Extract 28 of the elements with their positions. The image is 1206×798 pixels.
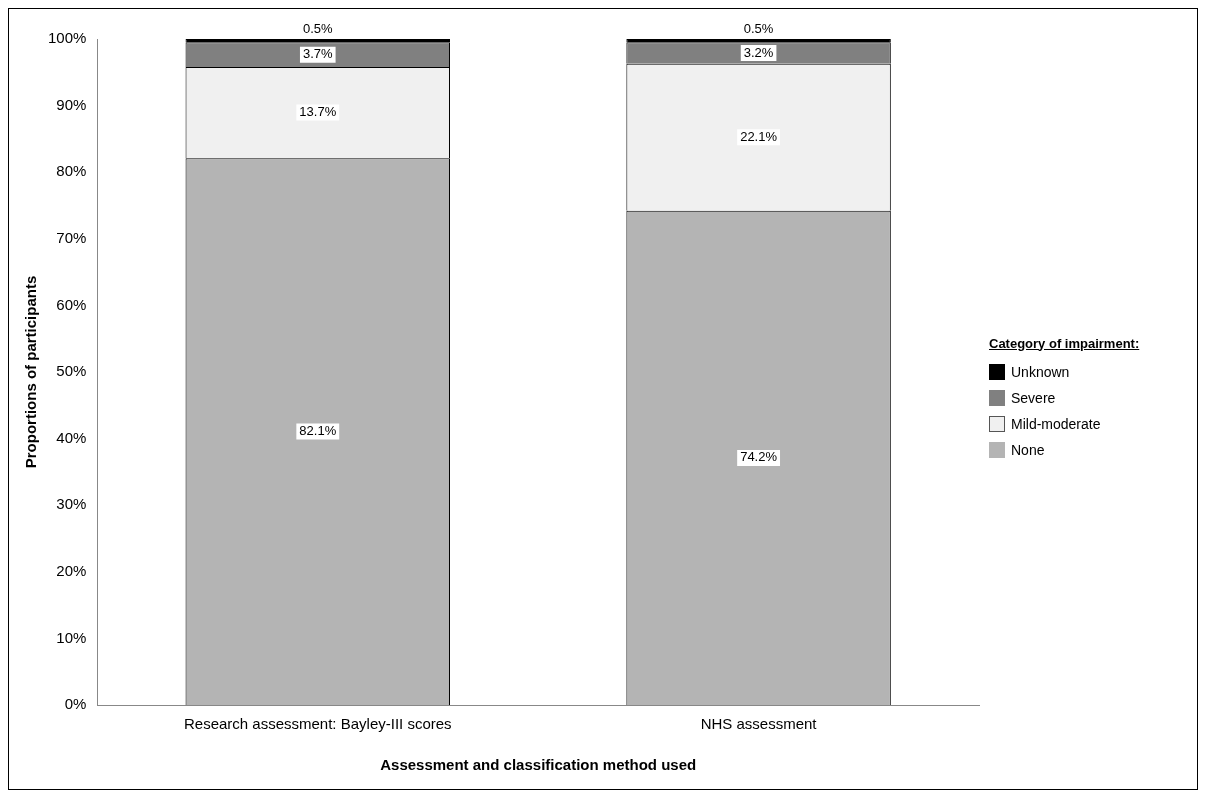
legend-label: Unknown: [1011, 363, 1070, 380]
data-label: 0.5%: [302, 20, 334, 36]
legend-title: Category of impairment:: [989, 335, 1141, 351]
y-tick-label: 100%: [47, 29, 87, 47]
y-tick-label: 70%: [56, 228, 87, 246]
data-label: 3.7%: [302, 46, 334, 62]
x-axis-title: Assessment and classification method used: [380, 756, 697, 774]
legend-label: Mild-moderate: [1011, 415, 1101, 432]
data-label: 0.5%: [743, 20, 774, 36]
x-tick-label: NHS assessment: [700, 715, 818, 733]
y-tick-label: 20%: [56, 561, 87, 579]
data-label: 82.1%: [299, 423, 337, 439]
y-tick-label: 80%: [56, 162, 87, 180]
y-tick-label: 40%: [56, 428, 87, 446]
data-label: 22.1%: [740, 128, 778, 144]
y-tick-label: 0%: [64, 695, 87, 713]
data-label: 3.2%: [743, 44, 774, 60]
y-tick-label: 60%: [56, 295, 87, 313]
y-tick-label: 90%: [56, 95, 87, 113]
legend-label: Severe: [1011, 389, 1056, 406]
y-axis-title: Proportions of participants: [22, 275, 40, 469]
x-tick-label: Research assessment: Bayley-III scores: [183, 715, 452, 733]
data-label: 74.2%: [740, 449, 778, 465]
legend-label: None: [1011, 441, 1045, 458]
y-tick-label: 30%: [56, 495, 87, 513]
y-tick-label: 50%: [56, 362, 87, 380]
data-label: 13.7%: [299, 104, 337, 120]
y-tick-label: 10%: [56, 628, 87, 646]
